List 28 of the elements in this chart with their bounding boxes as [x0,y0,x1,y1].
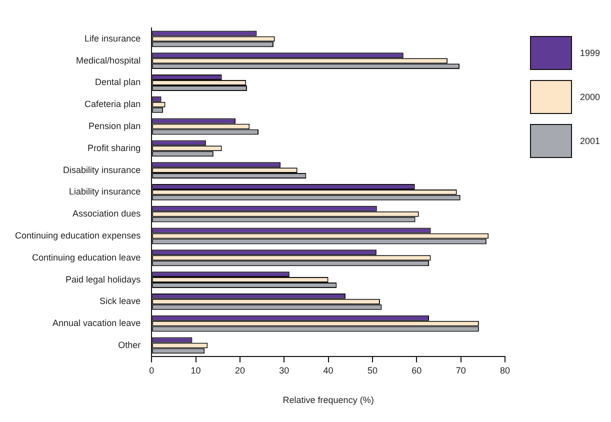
y-tick-label: Continuing education leave [32,252,141,262]
y-tick-label: Life insurance [84,33,141,44]
x-tick-label: 70 [456,365,466,376]
y-tick-label: Continuing education expenses [15,230,142,240]
x-tick-label: 80 [500,365,510,376]
x-tick-label: 10 [190,365,201,376]
x-tick-label: 30 [279,365,290,376]
y-tick-label: Liability insurance [69,186,141,197]
x-tick-label: 50 [367,365,378,376]
x-axis-title: Relative frequency (%) [282,395,374,406]
y-tick-label: Profit sharing [88,142,141,153]
y-tick-label: Annual vacation leave [52,318,141,328]
y-tick-label: Cafeteria plan [84,99,141,110]
x-tick-label: 20 [234,365,245,376]
y-tick-label: Medical/hospital [76,55,141,66]
y-tick-label: Paid legal holidays [66,274,142,284]
x-tick-label: 0 [149,365,154,376]
y-tick-label: Other [118,340,141,350]
y-tick-label: Pension plan [88,121,141,132]
y-tick-label: Dental plan [95,77,141,88]
y-tick-label: Sick leave [100,296,141,306]
y-tick-label: Disability insurance [63,164,141,175]
y-tick-label: Association dues [72,208,142,219]
x-tick-label: 60 [412,365,422,376]
text: 1999 [580,48,600,58]
text: 2000 [580,92,600,102]
x-tick-label: 40 [323,365,334,376]
text: 2001 [580,136,600,146]
